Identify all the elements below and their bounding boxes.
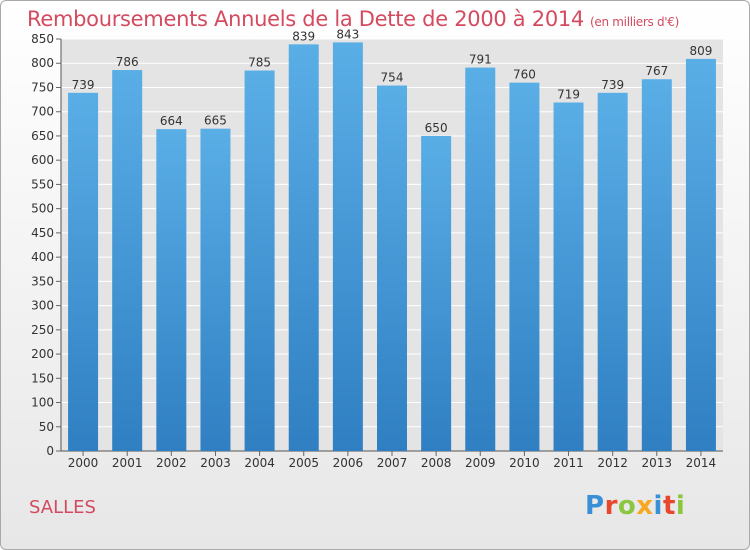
- bar-value-label: 664: [160, 114, 183, 128]
- place-name: SALLES: [29, 497, 96, 518]
- logo-letter: r: [604, 491, 618, 521]
- bar: [288, 44, 319, 452]
- bar: [200, 128, 231, 451]
- x-tick-label: 2008: [421, 456, 452, 470]
- bar-value-label: 843: [336, 27, 359, 41]
- bar: [641, 79, 672, 451]
- bar: [156, 129, 187, 452]
- x-tick-label: 2000: [68, 456, 99, 470]
- bar-value-label: 809: [689, 44, 712, 58]
- x-tick-label: 2014: [686, 456, 717, 470]
- bar: [332, 42, 363, 451]
- x-tick-label: 2003: [200, 456, 231, 470]
- y-tick-label: 600: [31, 153, 54, 167]
- bar-value-label: 791: [469, 53, 492, 67]
- bar-value-label: 739: [601, 78, 624, 92]
- bar: [68, 92, 99, 451]
- bar: [377, 85, 407, 451]
- x-tick-label: 2011: [553, 456, 584, 470]
- logo-letter: i: [653, 491, 663, 521]
- x-tick-label: 2010: [509, 456, 540, 470]
- x-tick-label: 2006: [333, 456, 364, 470]
- y-tick-label: 750: [31, 80, 54, 94]
- logo-letter: P: [585, 491, 605, 521]
- y-tick-label: 100: [31, 396, 54, 410]
- x-tick-label: 2001: [112, 456, 143, 470]
- x-tick-label: 2012: [597, 456, 628, 470]
- y-tick-label: 400: [31, 250, 54, 264]
- bar-value-label: 767: [645, 64, 668, 78]
- y-tick-label: 250: [31, 323, 54, 337]
- y-tick-label: 800: [31, 56, 54, 70]
- bar: [421, 135, 452, 452]
- x-tick-label: 2005: [288, 456, 319, 470]
- x-tick-label: 2002: [156, 456, 187, 470]
- y-tick-label: 450: [31, 226, 54, 240]
- y-tick-label: 350: [31, 274, 54, 288]
- logo-letter: t: [662, 491, 676, 521]
- bar-value-label: 839: [292, 29, 315, 43]
- bar-value-label: 665: [204, 114, 227, 128]
- y-tick-label: 300: [31, 299, 54, 313]
- y-tick-label: 550: [31, 177, 54, 191]
- bar: [465, 67, 496, 451]
- bar: [112, 70, 143, 451]
- y-tick-label: 650: [31, 129, 54, 143]
- proxiti-logo: Proxiti: [585, 491, 685, 521]
- y-tick-label: 700: [31, 105, 54, 119]
- bar-value-label: 739: [72, 78, 95, 92]
- bar: [244, 70, 275, 451]
- chart-title: Remboursements Annuels de la Dette de 20…: [27, 7, 679, 31]
- y-tick-label: 50: [39, 420, 54, 434]
- x-tick-label: 2013: [642, 456, 673, 470]
- bar-value-label: 760: [513, 68, 536, 82]
- bar-value-label: 650: [425, 121, 448, 135]
- y-tick-label: 150: [31, 371, 54, 385]
- bar: [509, 82, 540, 451]
- bar-value-label: 786: [116, 55, 139, 69]
- y-tick-label: 850: [31, 32, 54, 46]
- x-tick-label: 2007: [377, 456, 408, 470]
- y-tick-label: 200: [31, 347, 54, 361]
- logo-letter: o: [617, 491, 637, 521]
- y-tick-label: 500: [31, 202, 54, 216]
- x-tick-label: 2004: [244, 456, 275, 470]
- title-text: Remboursements Annuels de la Dette de 20…: [27, 7, 584, 31]
- logo-letter: i: [675, 491, 686, 521]
- logo-letter: x: [636, 491, 654, 521]
- bar-value-label: 785: [248, 56, 271, 70]
- x-tick-label: 2009: [465, 456, 496, 470]
- bar-value-label: 719: [557, 87, 580, 101]
- bar: [553, 102, 584, 452]
- y-tick-label: 0: [46, 444, 54, 458]
- bar: [685, 58, 716, 452]
- bar-value-label: 754: [381, 71, 404, 85]
- bar: [597, 92, 628, 451]
- unit-label: (en milliers d'€): [590, 15, 680, 29]
